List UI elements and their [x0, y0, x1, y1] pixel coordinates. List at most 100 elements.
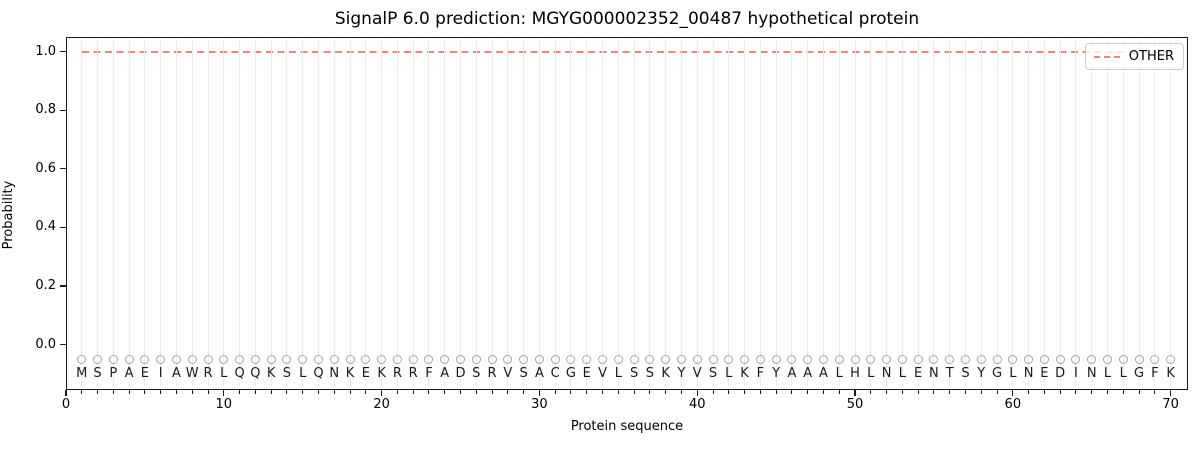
x-minor-tick: [460, 390, 461, 394]
y-tick: [60, 168, 66, 170]
x-minor-tick: [649, 390, 651, 394]
residue-marker: [1166, 354, 1176, 364]
residue-gridline: [712, 37, 714, 390]
x-minor-tick: [586, 390, 588, 394]
residue-letter: S: [472, 366, 481, 382]
residue-gridline: [270, 37, 272, 390]
x-minor-tick: [286, 390, 288, 394]
residue-marker: [77, 354, 87, 364]
x-minor-tick: [160, 390, 162, 394]
x-minor-tick: [254, 390, 256, 394]
residue-marker: [1134, 354, 1144, 364]
residue-letter: G: [992, 366, 1003, 382]
residue-marker: [108, 354, 118, 364]
residue-letter: L: [1103, 366, 1112, 382]
residue-marker: [613, 354, 623, 364]
residue-marker: [945, 354, 955, 364]
residue-gridline: [317, 37, 319, 390]
x-minor-tick: [270, 390, 272, 394]
x-minor-tick: [349, 390, 351, 394]
x-minor-tick: [302, 390, 304, 394]
residue-marker: [392, 354, 402, 364]
residue-letter: S: [282, 366, 292, 382]
residue-gridline: [633, 37, 635, 390]
x-major-tick: [696, 390, 698, 396]
residue-gridline: [886, 37, 888, 390]
residue-letter: Y: [677, 366, 686, 382]
residue-letter: M: [76, 366, 88, 382]
residue-marker: [1103, 354, 1113, 364]
x-minor-tick: [1107, 390, 1109, 394]
residue-letter: N: [881, 366, 892, 382]
x-tick-label: 70: [1162, 397, 1179, 412]
x-minor-tick: [81, 390, 83, 394]
residue-gridline: [1059, 37, 1061, 390]
residue-letter: Y: [772, 366, 781, 382]
residue-gridline: [302, 37, 304, 390]
residue-gridline: [807, 37, 809, 390]
residue-marker: [787, 354, 797, 364]
residue-letter: I: [1074, 366, 1078, 382]
y-tick: [60, 343, 66, 346]
residue-letter: L: [1119, 366, 1127, 382]
residue-marker: [708, 354, 718, 364]
residue-marker: [755, 354, 765, 364]
residue-gridline: [1138, 37, 1140, 390]
residue-marker: [219, 354, 229, 364]
residue-marker: [676, 354, 686, 364]
residue-marker: [866, 354, 876, 364]
residue-marker: [1087, 354, 1097, 364]
x-minor-tick: [507, 390, 509, 394]
residue-letter: R: [392, 366, 402, 382]
x-major-tick: [65, 390, 67, 396]
x-minor-tick: [712, 390, 714, 394]
x-minor-tick: [901, 390, 903, 394]
residue-gridline: [1091, 37, 1093, 390]
x-minor-tick: [317, 390, 319, 394]
residue-gridline: [901, 37, 903, 390]
residue-gridline: [980, 37, 982, 390]
residue-gridline: [144, 37, 146, 390]
x-major-tick: [854, 390, 856, 396]
y-tick-label: 0.4: [35, 219, 56, 235]
residue-letter: Q: [234, 366, 245, 382]
residue-marker: [487, 354, 497, 364]
residue-marker: [1039, 354, 1049, 364]
residue-letter: A: [819, 366, 828, 382]
residue-letter: N: [929, 366, 939, 382]
residue-gridline: [491, 37, 493, 390]
x-minor-tick: [886, 390, 888, 394]
residue-letter: L: [1009, 366, 1017, 382]
x-minor-tick: [396, 390, 398, 394]
residue-marker: [329, 354, 339, 364]
residue-letter: S: [961, 366, 970, 382]
other-probability-line: [81, 50, 1171, 53]
y-tick-label: 0.8: [35, 102, 56, 118]
residue-letter: Q: [313, 366, 324, 382]
residue-marker: [140, 354, 150, 364]
legend-entry-label: OTHER: [1128, 49, 1174, 64]
residue-marker: [1071, 354, 1081, 364]
residue-letter: T: [945, 366, 954, 382]
residue-gridline: [1122, 37, 1124, 390]
residue-letter: S: [93, 366, 102, 382]
residue-gridline: [854, 37, 856, 390]
residue-gridline: [207, 37, 209, 390]
residue-gridline: [1154, 37, 1156, 390]
residue-marker: [803, 354, 813, 364]
residue-gridline: [1028, 37, 1030, 390]
x-minor-tick: [1059, 390, 1061, 394]
x-minor-tick: [1138, 390, 1140, 394]
x-minor-tick: [128, 390, 130, 394]
residue-marker: [771, 354, 781, 364]
residue-marker: [724, 354, 734, 364]
residue-gridline: [396, 37, 398, 390]
x-minor-tick: [822, 390, 824, 394]
residue-letter: A: [440, 366, 450, 382]
x-tick-label: 40: [688, 397, 706, 412]
residue-gridline: [381, 37, 383, 390]
residue-letter: R: [487, 366, 497, 382]
residue-letter: S: [708, 366, 718, 382]
residue-marker: [740, 354, 750, 364]
residue-gridline: [412, 37, 414, 390]
